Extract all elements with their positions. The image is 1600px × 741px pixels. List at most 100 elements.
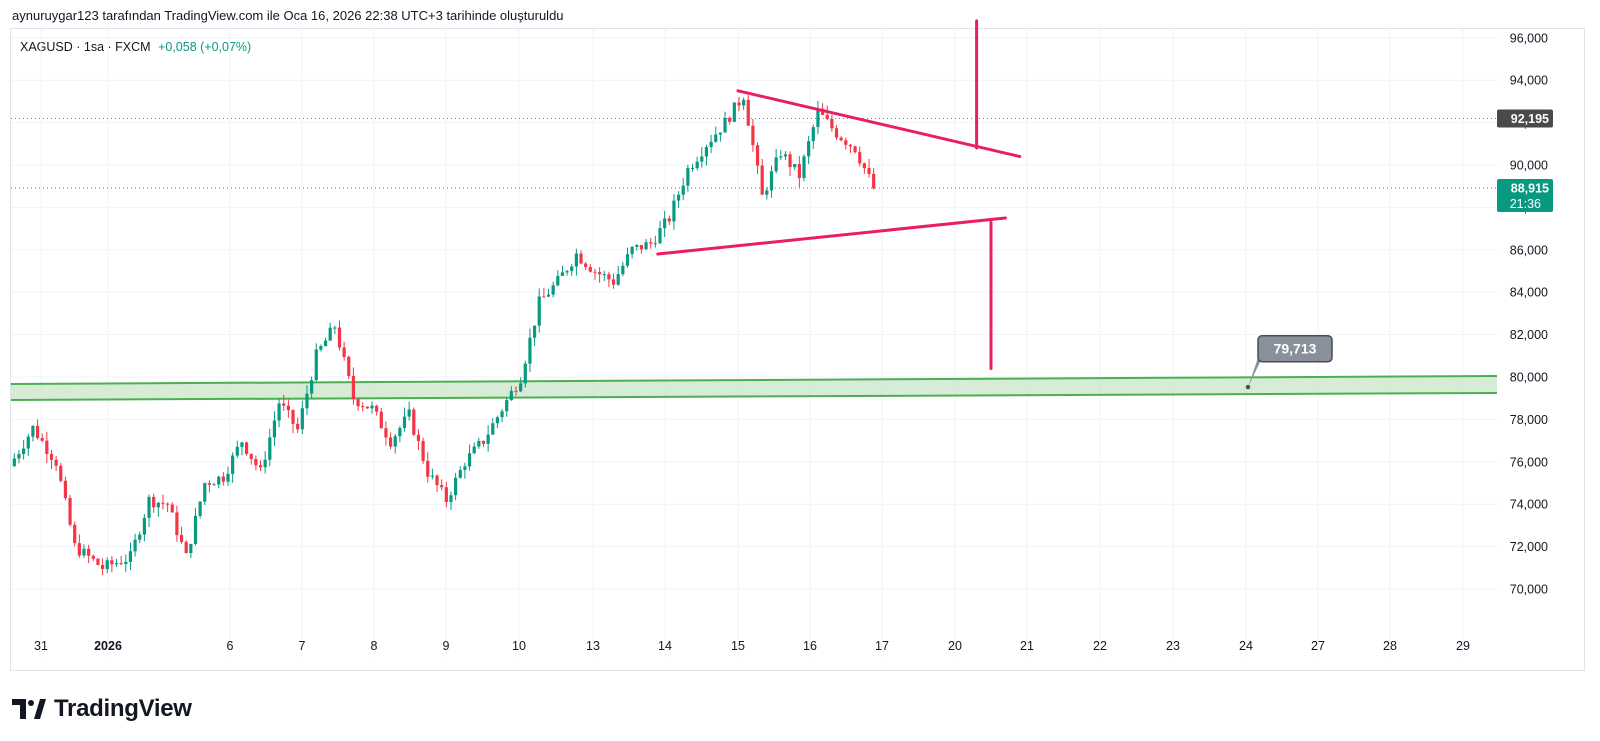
ref-price-label-bg (1497, 109, 1553, 128)
triangle-lower-line (656, 216, 1007, 256)
candle (430, 468, 434, 480)
candle-body (635, 244, 639, 247)
candle-body (435, 475, 439, 486)
candle (602, 270, 606, 282)
candle-body (672, 200, 676, 222)
candles (12, 95, 876, 576)
last-price-label-text: 88,915 (1511, 182, 1549, 196)
candle (342, 341, 346, 361)
tradingview-logo-icon (12, 699, 46, 719)
candle-body (681, 185, 685, 195)
x-tick-label: 15 (731, 639, 745, 653)
candle (110, 556, 114, 573)
candle (467, 444, 472, 471)
candle (402, 407, 407, 432)
candle (212, 482, 216, 486)
candle (616, 265, 620, 286)
candle-body (100, 564, 105, 569)
candle-body (319, 346, 323, 350)
candle (839, 136, 843, 142)
candle-body (834, 128, 839, 138)
candle-body (630, 246, 634, 255)
candle-body (602, 274, 606, 276)
candle (282, 394, 286, 411)
candle (440, 479, 444, 491)
candle (12, 453, 16, 468)
y-tick-label: 76,000 (1510, 455, 1548, 469)
candle (528, 328, 532, 373)
candle-body (272, 420, 277, 438)
candle-body (249, 453, 253, 459)
candle (714, 126, 718, 143)
candle (375, 404, 379, 416)
candle-body (426, 460, 430, 477)
candle-body (774, 157, 778, 172)
x-tick-label: 9 (443, 639, 450, 653)
candle (621, 261, 625, 277)
candle-body (556, 275, 560, 286)
candle-body (830, 118, 834, 129)
candle-body (328, 327, 332, 341)
candle (746, 95, 750, 126)
triangle-upper-line (736, 89, 1022, 159)
candle (774, 148, 778, 174)
candle-body (570, 266, 574, 272)
candle-body (653, 243, 657, 245)
candle-body (156, 502, 160, 508)
candle-body (342, 347, 346, 357)
candle (853, 145, 857, 154)
candle-body (546, 294, 551, 297)
candle-body (444, 487, 448, 503)
candle-body (161, 502, 165, 504)
candle-body (235, 446, 239, 456)
support-zone-top (10, 375, 1498, 385)
candle (658, 220, 662, 245)
x-tick-label: 27 (1311, 639, 1325, 653)
candle (872, 167, 876, 190)
triangle-pattern (656, 19, 1022, 371)
candle (221, 472, 225, 486)
candle (138, 531, 142, 544)
candle-body (491, 423, 495, 435)
x-tick-label: 21 (1020, 639, 1034, 653)
candle (728, 116, 732, 125)
candle-body (611, 279, 616, 285)
symbol-legend[interactable]: XAGUSD · 1sa · FXCM +0,058 (+0,07%) (20, 40, 251, 54)
candle (379, 407, 383, 429)
candle (124, 554, 128, 573)
candle-body (375, 405, 379, 412)
callout-box (1257, 334, 1333, 363)
x-tick-label: 23 (1166, 639, 1180, 653)
candle (235, 440, 239, 459)
candle-body (337, 327, 342, 348)
candle (816, 100, 820, 135)
candle-body (379, 411, 383, 429)
tradingview-logo[interactable]: TradingView (12, 695, 192, 723)
candle (505, 397, 509, 417)
candle-body (388, 437, 393, 447)
candle (718, 132, 722, 142)
candle (844, 137, 848, 150)
candle (802, 154, 806, 182)
candle (514, 386, 518, 396)
candle (291, 409, 295, 434)
candle (546, 288, 551, 298)
candle-body (184, 541, 188, 553)
candle-body (560, 272, 565, 276)
candle-body (477, 440, 481, 447)
candle (166, 502, 170, 513)
x-tick-label: 29 (1456, 639, 1470, 653)
candle (593, 268, 597, 280)
candle-body (481, 440, 486, 444)
candle-body (788, 154, 792, 168)
candle-body (268, 437, 272, 460)
candle (91, 554, 95, 561)
candle-body (258, 465, 263, 468)
candle (644, 239, 648, 250)
symbol-info[interactable]: XAGUSD · 1sa · FXCM (20, 40, 151, 54)
candle (217, 475, 221, 489)
candle-body (523, 363, 527, 384)
candle (723, 111, 727, 133)
